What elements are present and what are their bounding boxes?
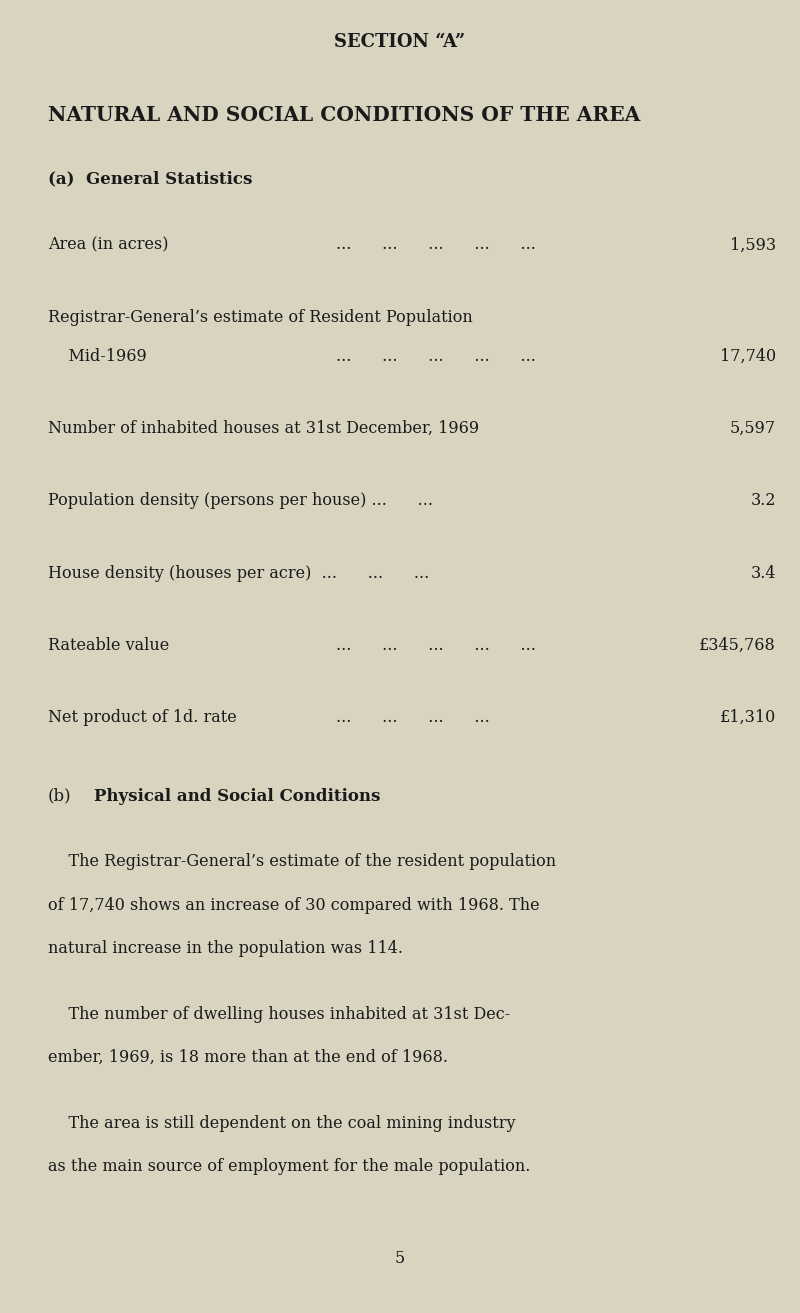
- Text: £1,310: £1,310: [720, 709, 776, 726]
- Text: The Registrar-General’s estimate of the resident population: The Registrar-General’s estimate of the …: [48, 853, 556, 871]
- Text: The area is still dependent on the coal mining industry: The area is still dependent on the coal …: [48, 1115, 515, 1132]
- Text: House density (houses per acre)  ...      ...      ...: House density (houses per acre) ... ... …: [48, 565, 430, 582]
- Text: ...      ...      ...      ...: ... ... ... ...: [336, 709, 490, 726]
- Text: Number of inhabited houses at 31st December, 1969: Number of inhabited houses at 31st Decem…: [48, 420, 479, 437]
- Text: (b): (b): [48, 788, 72, 805]
- Text: natural increase in the population was 114.: natural increase in the population was 1…: [48, 940, 403, 957]
- Text: ...      ...      ...      ...      ...: ... ... ... ... ...: [336, 236, 536, 253]
- Text: The number of dwelling houses inhabited at 31st Dec-: The number of dwelling houses inhabited …: [48, 1006, 510, 1023]
- Text: Net product of 1d. rate: Net product of 1d. rate: [48, 709, 237, 726]
- Text: 5: 5: [395, 1250, 405, 1267]
- Text: (a)  General Statistics: (a) General Statistics: [48, 171, 252, 188]
- Text: as the main source of employment for the male population.: as the main source of employment for the…: [48, 1158, 530, 1175]
- Text: 3.4: 3.4: [750, 565, 776, 582]
- Text: Registrar-General’s estimate of Resident Population: Registrar-General’s estimate of Resident…: [48, 309, 473, 326]
- Text: Physical and Social Conditions: Physical and Social Conditions: [94, 788, 380, 805]
- Text: ...      ...      ...      ...      ...: ... ... ... ... ...: [336, 637, 536, 654]
- Text: Rateable value: Rateable value: [48, 637, 170, 654]
- Text: 5,597: 5,597: [730, 420, 776, 437]
- Text: NATURAL AND SOCIAL CONDITIONS OF THE AREA: NATURAL AND SOCIAL CONDITIONS OF THE ARE…: [48, 105, 640, 125]
- Text: SECTION “A”: SECTION “A”: [334, 33, 466, 51]
- Text: of 17,740 shows an increase of 30 compared with 1968. The: of 17,740 shows an increase of 30 compar…: [48, 897, 540, 914]
- Text: Population density (persons per house) ...      ...: Population density (persons per house) .…: [48, 492, 433, 509]
- Text: £345,768: £345,768: [699, 637, 776, 654]
- Text: ember, 1969, is 18 more than at the end of 1968.: ember, 1969, is 18 more than at the end …: [48, 1049, 448, 1066]
- Text: Area (in acres): Area (in acres): [48, 236, 169, 253]
- Text: ...      ...      ...      ...      ...: ... ... ... ... ...: [336, 348, 536, 365]
- Text: 17,740: 17,740: [720, 348, 776, 365]
- Text: 1,593: 1,593: [730, 236, 776, 253]
- Text: Mid-1969: Mid-1969: [48, 348, 146, 365]
- Text: 3.2: 3.2: [750, 492, 776, 509]
